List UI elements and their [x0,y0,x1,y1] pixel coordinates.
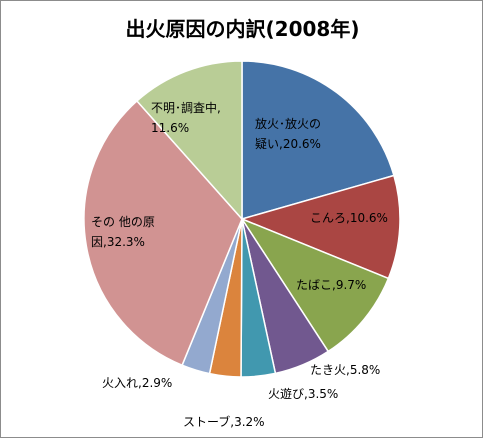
data-label-5: 火遊び,3.5% [268,386,338,401]
chart-title: 出火原因の内訳(2008年) [125,17,360,41]
data-label-7: 火入れ,2.9% [102,376,172,390]
pie-slice-3 [240,217,390,353]
pie-slice-1 [241,60,395,220]
pie-slice-2 [239,174,401,280]
data-label-6: ストーブ,3.2% [183,414,265,429]
data-label-3: たばこ,9.7% [296,278,366,292]
data-label-9: 不明･調査中, 11.6% [151,100,221,135]
pie-slice-9 [135,60,243,221]
data-label-8: その 他の原因,32.3% [91,215,155,249]
data-label-4: たき火,5.8% [310,363,380,377]
pie-slice-8 [83,99,243,367]
data-label-1: 放火･放火の疑い,20.6% [255,116,321,151]
data-label-2: こんろ,10.6% [310,211,388,225]
